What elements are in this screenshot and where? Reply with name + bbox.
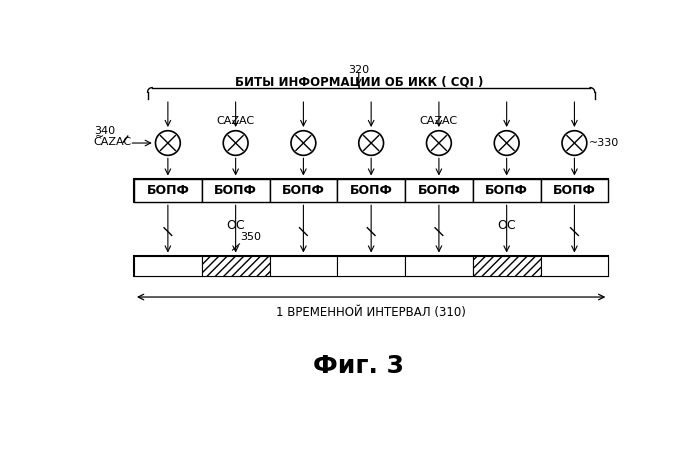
Text: ОС: ОС [226,219,245,232]
Bar [202,179,270,202]
Text: 340: 340 [94,126,115,136]
Bar [134,256,202,276]
Bar [270,179,337,202]
Text: ~: ~ [95,132,104,142]
Text: БОПФ: БОПФ [553,184,596,197]
Bar [473,179,540,202]
Text: БОПФ: БОПФ [485,184,528,197]
Bar [270,256,337,276]
Text: БОПФ: БОПФ [146,184,189,197]
Circle shape [359,131,384,155]
Bar [134,179,608,202]
Text: ОС: ОС [498,219,516,232]
Text: БОПФ: БОПФ [214,184,257,197]
Bar [134,256,608,276]
Bar [540,256,608,276]
Circle shape [291,131,316,155]
Text: БИТЫ ИНФОРМАЦИИ ОБ ИКК ( CQI ): БИТЫ ИНФОРМАЦИИ ОБ ИКК ( CQI ) [234,76,483,89]
Circle shape [155,131,181,155]
Bar [337,179,405,202]
Bar [473,256,540,276]
Text: БОПФ: БОПФ [282,184,325,197]
Text: БОПФ: БОПФ [350,184,393,197]
Text: CAZAC: CAZAC [216,116,255,126]
Text: CAZAC: CAZAC [94,137,132,147]
Text: ~330: ~330 [589,138,620,148]
Circle shape [426,131,452,155]
Text: Фиг. 3: Фиг. 3 [314,354,405,378]
Bar [405,256,472,276]
Text: 350: 350 [240,232,261,242]
Circle shape [223,131,248,155]
Circle shape [494,131,519,155]
Bar [405,179,472,202]
Circle shape [562,131,587,155]
Bar [337,256,405,276]
Text: CAZAC: CAZAC [420,116,458,126]
Text: БОПФ: БОПФ [417,184,461,197]
Bar [134,179,202,202]
Bar [202,256,270,276]
Text: 320: 320 [348,65,370,75]
Text: 1 ВРЕМЕННОЙ ИНТЕРВАЛ (310): 1 ВРЕМЕННОЙ ИНТЕРВАЛ (310) [276,306,466,319]
Bar [540,179,608,202]
